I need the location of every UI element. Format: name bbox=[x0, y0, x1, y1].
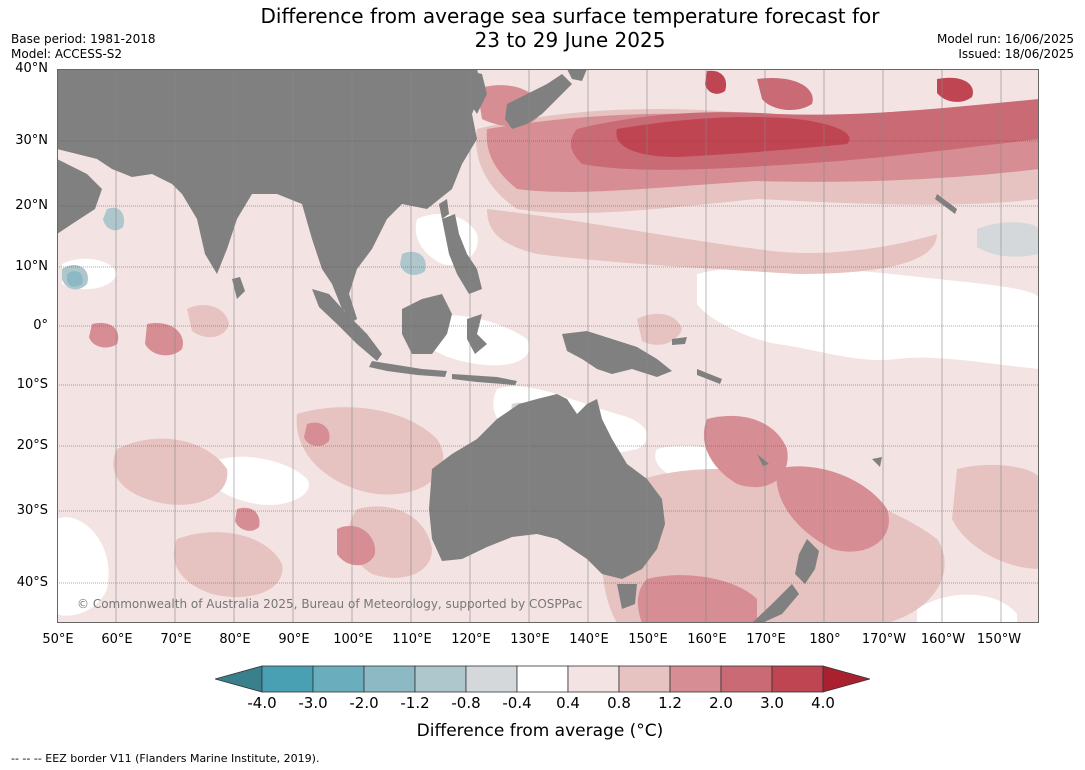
lon-label: 90°E bbox=[278, 632, 310, 647]
lon-label: 150°E bbox=[628, 632, 668, 647]
landmasses bbox=[57, 69, 957, 623]
lon-label: 120°E bbox=[451, 632, 491, 647]
lon-label: 50°E bbox=[42, 632, 74, 647]
lon-label: 60°E bbox=[101, 632, 133, 647]
sumatra-landmass bbox=[312, 289, 382, 361]
colorbar-cell bbox=[618, 665, 671, 693]
lon-label: 160°W bbox=[920, 632, 966, 647]
colorbar-label: -1.2 bbox=[400, 694, 430, 712]
chart-title: Difference from average sea surface temp… bbox=[200, 4, 940, 52]
meta-right: Model run: 16/06/2025 Issued: 18/06/2025 bbox=[937, 32, 1074, 62]
lon-label: 130°E bbox=[510, 632, 550, 647]
colorbar-cell bbox=[567, 665, 620, 693]
colorbar-cell bbox=[261, 665, 314, 693]
colorbar-extend-high bbox=[822, 665, 870, 693]
eez-footnote: -- -- -- EEZ border V11 (Flanders Marine… bbox=[11, 752, 320, 765]
lon-label: 80°E bbox=[219, 632, 251, 647]
colorbar-cell bbox=[771, 665, 824, 693]
colorbar-label: 2.0 bbox=[709, 694, 733, 712]
colorbar-label: 0.8 bbox=[607, 694, 631, 712]
colorbar-cell bbox=[363, 665, 416, 693]
colorbar-label: -0.8 bbox=[451, 694, 481, 712]
title-line-1: Difference from average sea surface temp… bbox=[260, 4, 880, 28]
lon-label: 110°E bbox=[392, 632, 432, 647]
lat-label: 20°N bbox=[15, 198, 48, 213]
colorbar-label: -4.0 bbox=[247, 694, 277, 712]
base-period: Base period: 1981-2018 bbox=[11, 32, 156, 46]
lat-label: 40°S bbox=[16, 575, 48, 590]
model-run: Model run: 16/06/2025 bbox=[936, 32, 1074, 46]
very-strong-warm-zones bbox=[616, 70, 973, 157]
lon-label: 170°E bbox=[746, 632, 786, 647]
japan-landmass bbox=[505, 74, 572, 129]
colorbar-label: 3.0 bbox=[760, 694, 784, 712]
colorbar-cell bbox=[516, 665, 569, 693]
sst-anomaly-map bbox=[57, 69, 1039, 623]
colorbar-cell bbox=[465, 665, 518, 693]
lat-label: 10°N bbox=[15, 259, 48, 274]
new-zealand-landmass bbox=[795, 539, 819, 584]
colorbar-label: 1.2 bbox=[658, 694, 682, 712]
colorbar bbox=[215, 665, 870, 693]
lat-label: 40°N bbox=[15, 61, 48, 76]
colorbar-label: -0.4 bbox=[502, 694, 532, 712]
borneo-landmass bbox=[402, 294, 452, 354]
meta-left: Base period: 1981-2018 Model: ACCESS-S2 bbox=[11, 32, 156, 62]
lon-gridlines bbox=[115, 69, 1002, 623]
colorbar-label: -3.0 bbox=[298, 694, 328, 712]
colorbar-cell bbox=[669, 665, 722, 693]
lon-label: 100°E bbox=[333, 632, 373, 647]
lat-label: 20°S bbox=[16, 438, 48, 453]
map-frame bbox=[57, 69, 1039, 623]
colorbar-title: Difference from average (°C) bbox=[416, 721, 664, 741]
lon-label: 180° bbox=[809, 632, 841, 647]
lon-label: 70°E bbox=[160, 632, 192, 647]
issued-date: Issued: 18/06/2025 bbox=[958, 47, 1074, 61]
lat-label: 0° bbox=[33, 318, 48, 333]
lon-label: 140°E bbox=[569, 632, 609, 647]
title-line-2: 23 to 29 June 2025 bbox=[474, 28, 666, 52]
model-name: Model: ACCESS-S2 bbox=[11, 47, 123, 61]
colorbar-cell bbox=[414, 665, 467, 693]
new-guinea-landmass bbox=[562, 331, 672, 377]
lat-label: 10°S bbox=[16, 377, 48, 392]
lon-label: 160°E bbox=[687, 632, 727, 647]
colorbar-label: 4.0 bbox=[811, 694, 835, 712]
lat-label: 30°N bbox=[15, 133, 48, 148]
australia-landmass bbox=[429, 394, 665, 579]
copyright-notice: © Commonwealth of Australia 2025, Bureau… bbox=[77, 597, 583, 611]
lat-label: 30°S bbox=[16, 503, 48, 518]
lon-label: 170°W bbox=[861, 632, 907, 647]
colorbar-label: 0.4 bbox=[556, 694, 580, 712]
colorbar-cell bbox=[720, 665, 773, 693]
asia-landmass bbox=[57, 69, 482, 319]
colorbar-cell bbox=[312, 665, 365, 693]
lon-label: 150°W bbox=[976, 632, 1022, 647]
colorbar-label: -2.0 bbox=[349, 694, 379, 712]
colorbar-extend-low bbox=[215, 665, 263, 693]
